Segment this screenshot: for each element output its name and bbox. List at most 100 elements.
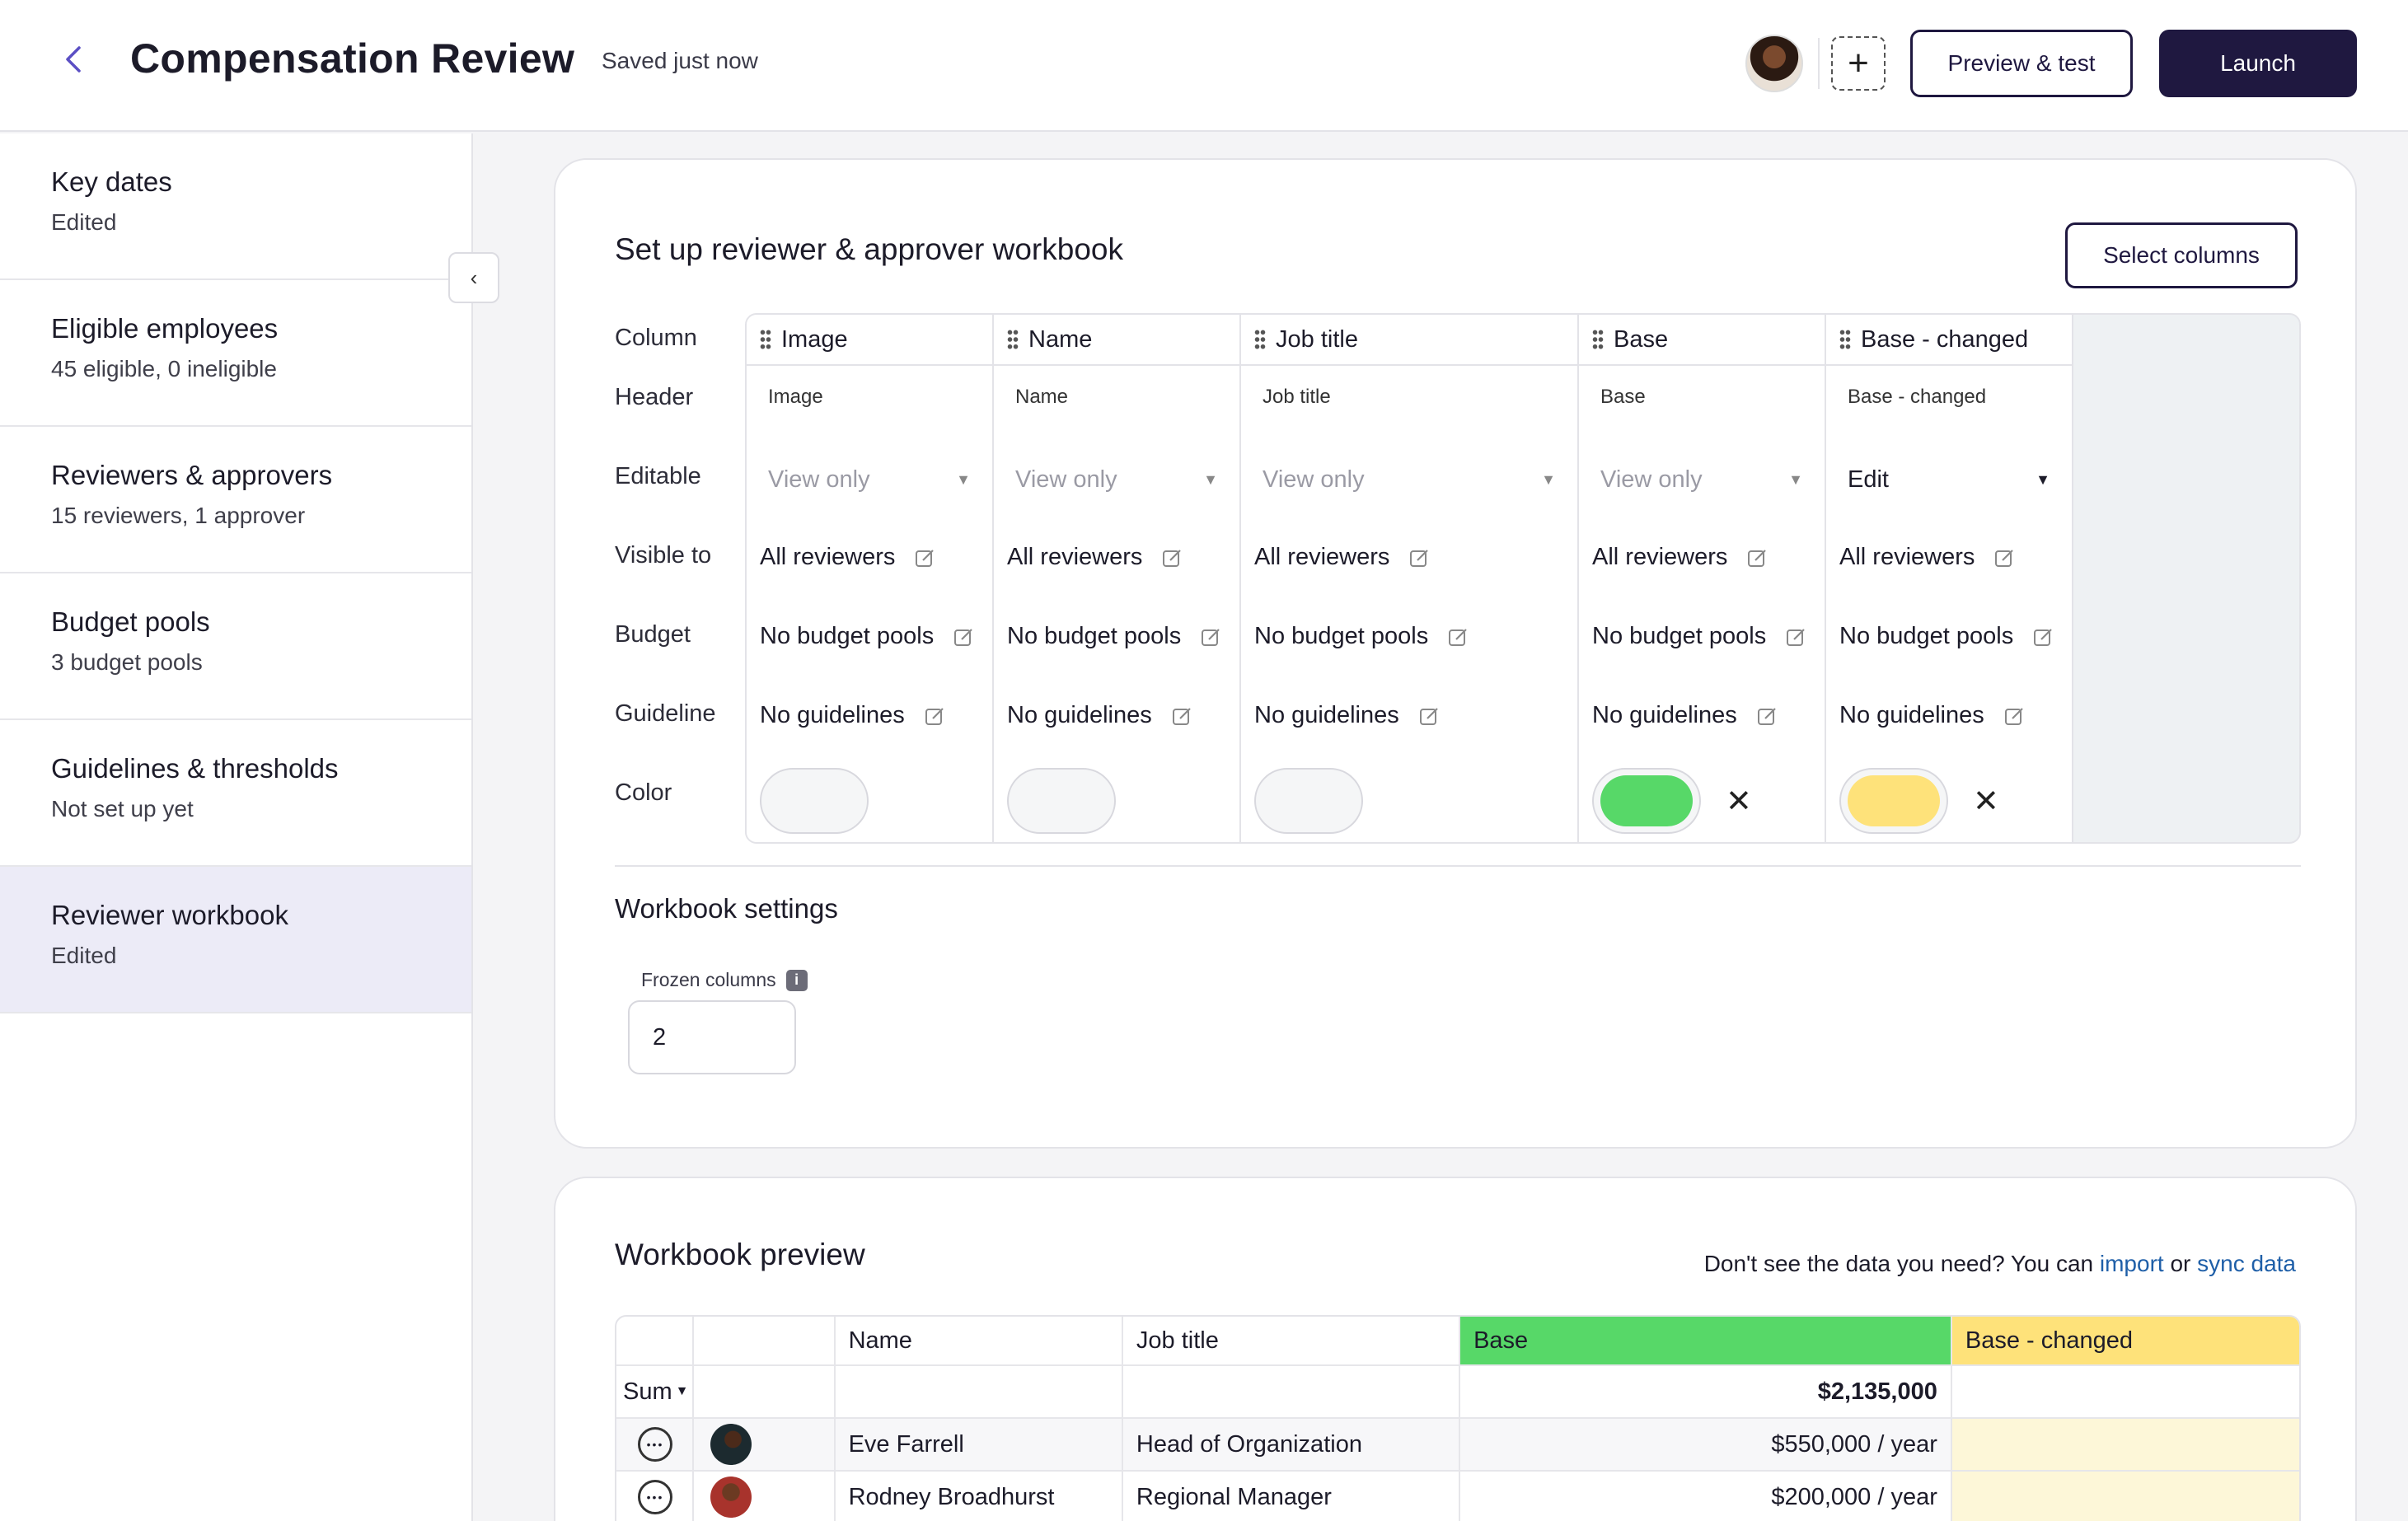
visible-to-cell: All reviewers: [1254, 544, 1431, 571]
header-cell-job-title[interactable]: Job title: [1123, 1317, 1461, 1364]
sidebar-item-reviewers-approvers[interactable]: Reviewers & approvers 15 reviewers, 1 ap…: [0, 427, 471, 573]
drag-handle-icon[interactable]: [760, 329, 771, 350]
color-cell: [1007, 768, 1116, 834]
edit-icon[interactable]: [1786, 626, 1807, 648]
editable-select[interactable]: View only ▼: [1015, 466, 1218, 494]
table-row[interactable]: ••• Eve Farrell Head of Organization $55…: [616, 1419, 2299, 1472]
edit-icon[interactable]: [2033, 626, 2054, 648]
visible-to-value: All reviewers: [1007, 544, 1143, 570]
plus-icon: +: [1848, 43, 1869, 83]
edit-icon[interactable]: [1201, 626, 1222, 648]
sidebar-item-guidelines[interactable]: Guidelines & thresholds Not set up yet: [0, 720, 471, 867]
comment-icon[interactable]: •••: [638, 1480, 672, 1514]
drag-handle-icon[interactable]: [1839, 329, 1851, 350]
base-changed-cell[interactable]: [1951, 1419, 2299, 1470]
column-header[interactable]: Job title: [1241, 315, 1577, 366]
collapse-sidebar-button[interactable]: ‹: [448, 252, 499, 303]
select-columns-button[interactable]: Select columns: [2065, 222, 2298, 288]
sum-label: Sum: [623, 1378, 672, 1405]
visible-to-value: All reviewers: [760, 544, 896, 570]
page-title: Compensation Review: [130, 35, 575, 82]
visible-to-value: All reviewers: [1839, 544, 1975, 570]
cell: [836, 1366, 1123, 1417]
table-row[interactable]: ••• Rodney Broadhurst Regional Manager $…: [616, 1472, 2299, 1521]
sidebar-item-key-dates[interactable]: Key dates Edited: [0, 133, 471, 280]
caret-down-icon: ▼: [1788, 471, 1803, 488]
header-cell-blank: [694, 1317, 836, 1364]
avatar: [710, 1477, 752, 1518]
editable-select[interactable]: View only ▼: [1600, 466, 1803, 494]
edit-icon[interactable]: [1747, 547, 1769, 569]
edit-icon[interactable]: [1172, 705, 1193, 727]
color-swatch[interactable]: [1254, 768, 1363, 834]
header-value[interactable]: Base: [1600, 386, 1646, 408]
header-cell-base[interactable]: Base: [1460, 1317, 1952, 1364]
edit-icon[interactable]: [1448, 626, 1469, 648]
guideline-value: No guidelines: [1839, 702, 1984, 728]
sum-row: Sum ▼ $2,135,000: [616, 1366, 2299, 1419]
header-value[interactable]: Image: [768, 386, 823, 408]
workbook-setup-card: Set up reviewer & approver workbook Sele…: [554, 158, 2357, 1149]
edit-icon[interactable]: [925, 705, 946, 727]
color-swatch[interactable]: [1839, 768, 1948, 834]
editable-value: View only: [768, 466, 870, 493]
color-swatch[interactable]: [1592, 768, 1701, 834]
info-icon[interactable]: i: [785, 969, 808, 991]
edit-icon[interactable]: [953, 626, 975, 648]
edit-icon[interactable]: [1757, 705, 1778, 727]
editable-select[interactable]: View only ▼: [768, 466, 971, 494]
clear-color-icon[interactable]: ✕: [1973, 784, 1999, 819]
caret-down-icon: ▼: [956, 471, 971, 488]
editable-select[interactable]: View only ▼: [1263, 466, 1556, 494]
clear-color-icon[interactable]: ✕: [1726, 784, 1752, 819]
user-avatar[interactable]: [1745, 35, 1803, 92]
header-cell-name[interactable]: Name: [836, 1317, 1123, 1364]
sidebar-item-reviewer-workbook[interactable]: Reviewer workbook Edited: [0, 867, 471, 1013]
drag-handle-icon[interactable]: [1007, 329, 1019, 350]
guideline-cell: No guidelines: [1839, 702, 2026, 729]
sum-select[interactable]: Sum ▼: [616, 1366, 694, 1417]
sidebar-item-status: 3 budget pools: [51, 649, 203, 675]
header-cell-base-changed[interactable]: Base - changed: [1951, 1317, 2299, 1364]
color-swatch[interactable]: [1007, 768, 1116, 834]
column-header[interactable]: Image: [747, 315, 992, 366]
edit-icon[interactable]: [1994, 547, 2016, 569]
edit-icon[interactable]: [2004, 705, 2026, 727]
guideline-value: No guidelines: [760, 702, 905, 728]
job-title-cell: Head of Organization: [1123, 1419, 1461, 1470]
edit-icon[interactable]: [1162, 547, 1183, 569]
column-header[interactable]: Base - changed: [1826, 315, 2072, 366]
visible-to-cell: All reviewers: [1839, 544, 2016, 571]
editable-value: View only: [1015, 466, 1117, 493]
add-collaborator-button[interactable]: +: [1831, 36, 1886, 91]
edit-icon[interactable]: [1409, 547, 1431, 569]
section-divider: [615, 865, 2301, 867]
editable-select[interactable]: Edit ▼: [1848, 466, 2050, 494]
name-cell: Rodney Broadhurst: [836, 1472, 1123, 1521]
preview-test-button[interactable]: Preview & test: [1910, 30, 2133, 97]
frozen-columns-input[interactable]: [628, 1000, 796, 1074]
header-value[interactable]: Base - changed: [1848, 386, 1987, 408]
import-hint-text: Don't see the data you need? You can: [1703, 1251, 2094, 1276]
sidebar-item-budget-pools[interactable]: Budget pools 3 budget pools: [0, 573, 471, 720]
color-swatch[interactable]: [760, 768, 869, 834]
header-value[interactable]: Name: [1015, 386, 1069, 408]
import-link[interactable]: import: [2099, 1251, 2164, 1276]
back-arrow-icon[interactable]: [58, 43, 91, 76]
launch-button[interactable]: Launch: [2159, 30, 2357, 97]
drag-handle-icon[interactable]: [1592, 329, 1604, 350]
comment-icon[interactable]: •••: [638, 1427, 672, 1462]
column-header[interactable]: Base: [1579, 315, 1825, 366]
sidebar-item-label: Key dates: [51, 166, 172, 197]
color-cell: [760, 768, 869, 834]
sidebar-item-eligible-employees[interactable]: Eligible employees 45 eligible, 0 inelig…: [0, 280, 471, 427]
sync-data-link[interactable]: sync data: [2197, 1251, 2296, 1276]
edit-icon[interactable]: [915, 547, 936, 569]
header-value[interactable]: Job title: [1263, 386, 1331, 408]
edit-icon[interactable]: [1419, 705, 1441, 727]
sidebar-item-label: Reviewers & approvers: [51, 460, 333, 490]
drag-handle-icon[interactable]: [1254, 329, 1266, 350]
base-changed-cell[interactable]: [1951, 1472, 2299, 1521]
guideline-cell: No guidelines: [1254, 702, 1441, 729]
column-header[interactable]: Name: [994, 315, 1239, 366]
